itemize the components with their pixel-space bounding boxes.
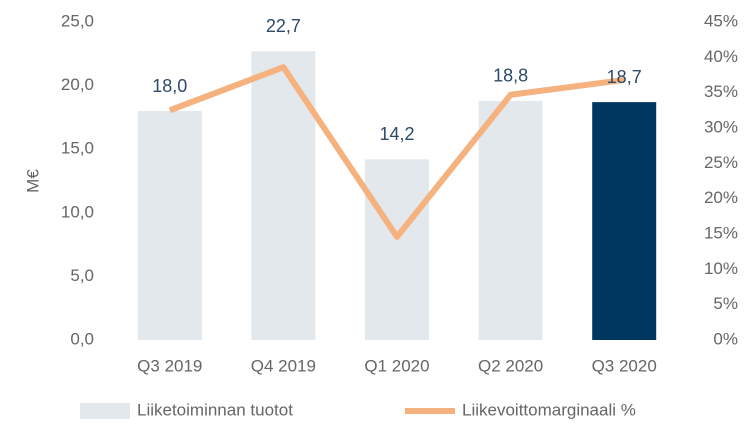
x-tick-label: Q3 2020 [592, 356, 657, 375]
x-tick-label: Q3 2019 [137, 356, 202, 375]
y2-tick-label: 20% [704, 188, 738, 207]
bar [592, 102, 657, 340]
y2-tick-label: 30% [704, 117, 738, 136]
value-label: 22,7 [266, 16, 301, 36]
y2-tick-label: 40% [704, 47, 738, 66]
y2-tick-label: 10% [704, 259, 738, 278]
y2-tick-label: 35% [704, 82, 738, 101]
bar [478, 100, 543, 340]
value-label: 18,7 [607, 67, 642, 87]
y2-tick-label: 0% [713, 329, 738, 348]
y-tick-label: 10,0 [61, 202, 94, 221]
y-tick-label: 25,0 [61, 11, 94, 30]
y-tick-label: 0,0 [70, 329, 94, 348]
y2-tick-label: 5% [713, 294, 738, 313]
y-tick-label: 5,0 [70, 266, 94, 285]
value-label: 14,2 [379, 124, 414, 144]
value-label: 18,0 [152, 76, 187, 96]
legend-label: Liikevoittomarginaali % [462, 400, 636, 419]
bar [251, 51, 316, 340]
legend-label: Liiketoiminnan tuotot [137, 400, 293, 419]
y2-tick-label: 25% [704, 153, 738, 172]
y2-tick-label: 15% [704, 223, 738, 242]
y2-tick-label: 45% [704, 11, 738, 30]
bar [137, 111, 202, 340]
x-tick-label: Q4 2019 [251, 356, 316, 375]
y-axis-label: M€ [23, 169, 42, 193]
y-tick-label: 15,0 [61, 139, 94, 158]
y-tick-label: 20,0 [61, 75, 94, 94]
x-tick-label: Q1 2020 [364, 356, 429, 375]
legend-swatch [80, 403, 130, 419]
bar [365, 159, 429, 340]
x-tick-label: Q2 2020 [478, 356, 543, 375]
value-label: 18,8 [493, 66, 528, 86]
line [168, 64, 625, 240]
